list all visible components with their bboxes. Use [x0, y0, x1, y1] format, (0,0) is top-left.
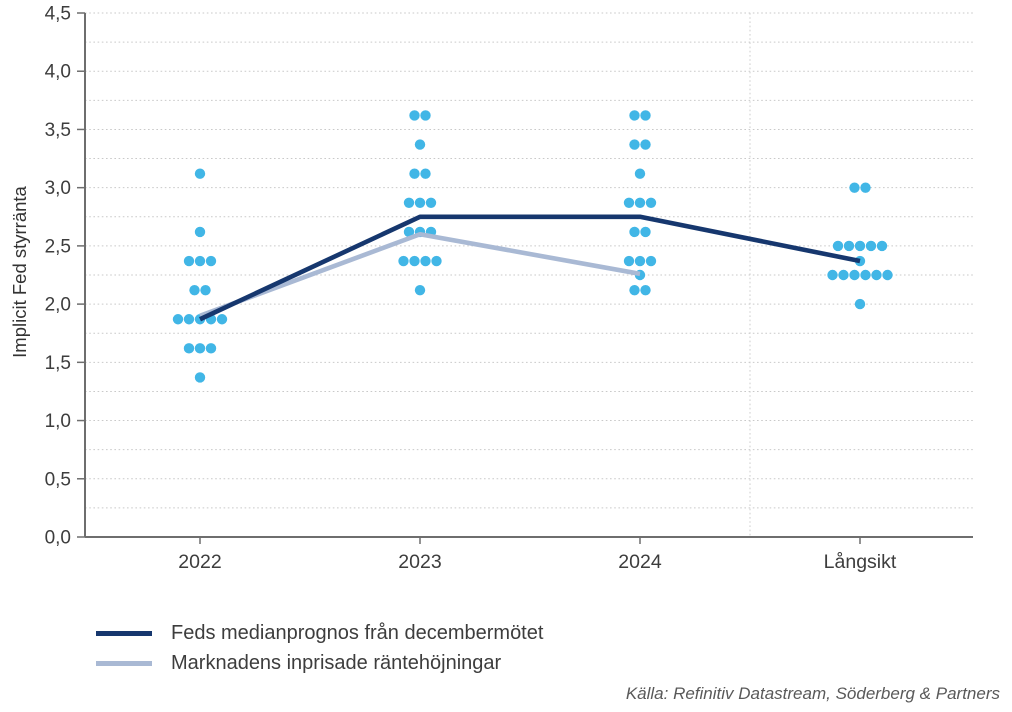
svg-text:1,0: 1,0 [45, 411, 71, 432]
svg-text:2023: 2023 [398, 551, 441, 573]
source-attribution: Källa: Refinitiv Datastream, Söderberg &… [625, 684, 1000, 703]
svg-text:0,0: 0,0 [45, 528, 71, 549]
legend-label-market-pricing: Marknadens inprisade räntehöjningar [171, 652, 502, 674]
svg-text:2,5: 2,5 [45, 236, 71, 257]
svg-text:Långsikt: Långsikt [824, 551, 897, 573]
chart-canvas: 0,0 0,5 1,0 1,5 2,0 2,5 3,0 3,5 4,0 4,5 2022 2023 20… [9, 4, 973, 573]
svg-text:3,5: 3,5 [45, 120, 71, 141]
market-pricing-line-swatch [96, 660, 152, 666]
svg-text:3,0: 3,0 [45, 178, 71, 199]
svg-text:4,0: 4,0 [45, 62, 71, 83]
fed-median-line-swatch [96, 630, 152, 636]
svg-text:2024: 2024 [618, 551, 662, 573]
svg-text:2022: 2022 [178, 551, 221, 573]
svg-text:4,5: 4,5 [45, 4, 71, 25]
chart-legend: Feds medianprognos från decembermötet Ma… [96, 618, 543, 678]
svg-text:0,5: 0,5 [45, 469, 71, 490]
legend-item-fed-median: Feds medianprognos från decembermötet [96, 618, 543, 648]
legend-label-fed-median: Feds medianprognos från decembermötet [171, 622, 544, 644]
legend-item-market-pricing: Marknadens inprisade räntehöjningar [96, 648, 543, 678]
svg-text:1,5: 1,5 [45, 353, 71, 374]
svg-text:2,0: 2,0 [45, 295, 71, 316]
svg-text:Implicit Fed styrränta: Implicit Fed styrränta [9, 185, 30, 357]
